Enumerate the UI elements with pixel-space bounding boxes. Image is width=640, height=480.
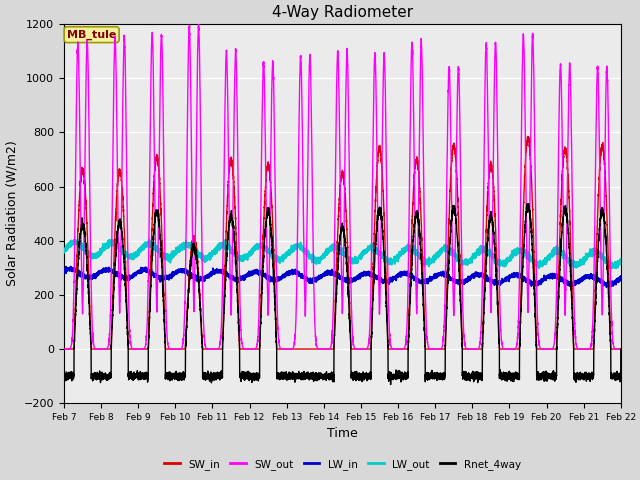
Rnet_4way [250, 373, 257, 379]
Rnet_4way [587, 374, 595, 380]
Line: SW_out: SW_out [64, 24, 621, 349]
Text: MB_tule: MB_tule [67, 30, 116, 40]
LW_out [483, 247, 491, 253]
Line: SW_in: SW_in [64, 136, 621, 349]
LW_out [608, 265, 616, 271]
Rnet_4way [387, 382, 394, 387]
LW_out [617, 257, 625, 263]
SW_out [483, 46, 491, 51]
SW_in [467, 346, 475, 352]
SW_in [60, 346, 68, 352]
SW_out [250, 346, 257, 352]
LW_in [324, 271, 332, 276]
LW_out [324, 248, 332, 253]
SW_out [60, 346, 68, 352]
LW_in [617, 273, 625, 279]
LW_in [483, 274, 491, 280]
SW_in [617, 346, 625, 352]
Rnet_4way [525, 201, 532, 206]
SW_out [195, 22, 202, 27]
SW_out [594, 65, 602, 71]
SW_in [594, 215, 602, 220]
Y-axis label: Solar Radiation (W/m2): Solar Radiation (W/m2) [5, 141, 18, 287]
Rnet_4way [617, 346, 625, 352]
SW_out [467, 346, 475, 352]
LW_in [67, 264, 74, 269]
LW_in [603, 285, 611, 290]
Rnet_4way [467, 374, 475, 380]
Line: LW_in: LW_in [64, 266, 621, 288]
LW_out [594, 248, 602, 253]
LW_in [594, 276, 602, 282]
Legend: SW_in, SW_out, LW_in, LW_out, Rnet_4way: SW_in, SW_out, LW_in, LW_out, Rnet_4way [160, 455, 525, 474]
Line: LW_out: LW_out [64, 239, 621, 268]
LW_in [467, 276, 475, 282]
Rnet_4way [594, 259, 602, 264]
SW_in [483, 212, 490, 217]
SW_in [587, 346, 595, 352]
LW_in [60, 267, 68, 273]
Rnet_4way [60, 372, 68, 378]
SW_out [324, 346, 332, 352]
LW_out [587, 251, 595, 256]
LW_in [587, 272, 595, 278]
Line: Rnet_4way: Rnet_4way [64, 204, 621, 384]
SW_in [324, 346, 332, 352]
Title: 4-Way Radiometer: 4-Way Radiometer [272, 5, 413, 20]
LW_in [250, 268, 257, 274]
SW_in [524, 133, 531, 139]
SW_out [617, 346, 625, 352]
X-axis label: Time: Time [327, 428, 358, 441]
LW_out [60, 250, 68, 255]
LW_out [250, 247, 257, 253]
Rnet_4way [324, 373, 332, 379]
Rnet_4way [483, 253, 491, 259]
SW_out [587, 344, 595, 350]
SW_in [250, 346, 257, 352]
LW_out [467, 258, 475, 264]
LW_out [74, 236, 82, 242]
